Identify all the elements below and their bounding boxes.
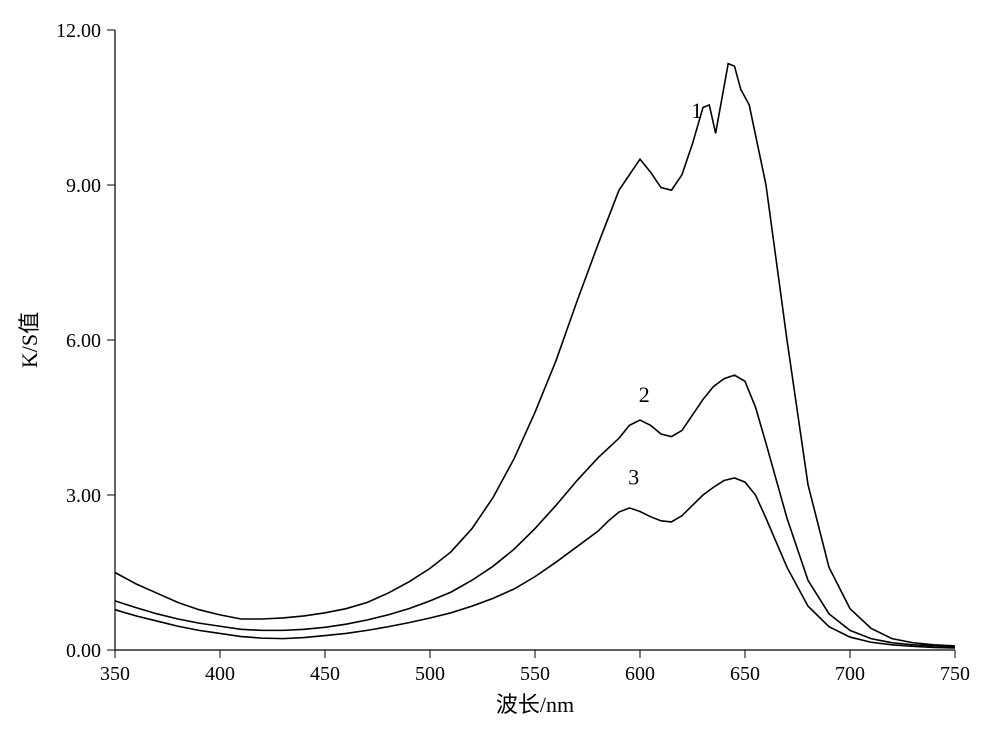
series-label-2: 2: [639, 382, 650, 407]
y-tick-label: 3.00: [66, 485, 101, 507]
x-tick-label: 650: [730, 663, 760, 685]
x-tick-label: 350: [100, 663, 130, 685]
series-line-2: [115, 375, 955, 647]
ks-spectrum-chart: 350 400 450 500 550 600 650 700 750 0.00 3.00 6.00 9…: [0, 0, 1000, 750]
y-tick-label: 9.00: [66, 175, 101, 197]
y-tick-label: 12.00: [56, 20, 101, 42]
y-tick-label: 0.00: [66, 640, 101, 662]
x-tick-label: 400: [205, 663, 235, 685]
series-line-1: [115, 64, 955, 646]
x-tick-label: 700: [835, 663, 865, 685]
x-tick-label: 750: [940, 663, 970, 685]
x-axis-title: 波长/nm: [496, 692, 574, 717]
y-tick-label: 6.00: [66, 330, 101, 352]
series-label-1: 1: [691, 98, 702, 123]
chart-svg: 350 400 450 500 550 600 650 700 750 0.00 3.00 6.00 9…: [0, 0, 1000, 750]
series-line-3: [115, 478, 955, 648]
series-label-3: 3: [628, 465, 639, 490]
x-tick-label: 550: [520, 663, 550, 685]
x-tick-label: 600: [625, 663, 655, 685]
y-axis-title: K/S值: [17, 312, 42, 368]
x-tick-label: 500: [415, 663, 445, 685]
x-tick-label: 450: [310, 663, 340, 685]
